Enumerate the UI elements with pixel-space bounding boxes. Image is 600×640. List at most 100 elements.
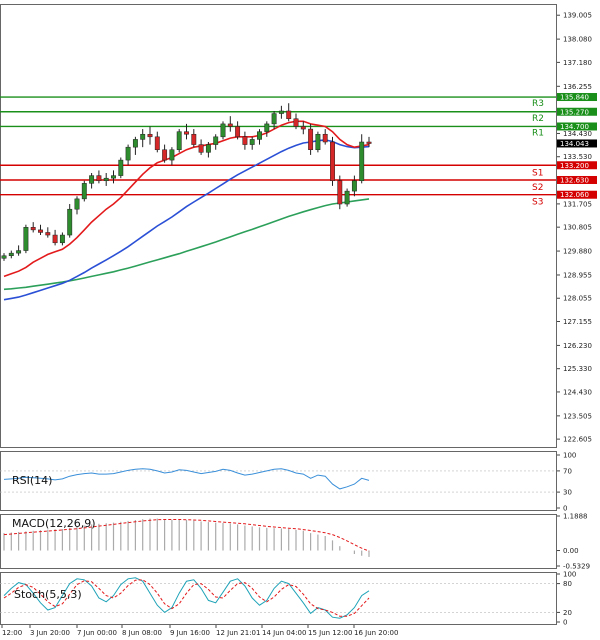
sub-tick-label: 0 [563, 505, 567, 513]
candle-body [89, 175, 95, 184]
candle-body [154, 136, 160, 150]
candle-body [30, 227, 36, 231]
candle-body [23, 227, 29, 251]
candle-body [351, 180, 357, 192]
rsi-label: RSI(14) [12, 474, 52, 487]
candle-body [38, 229, 43, 233]
candle-body [176, 131, 182, 150]
level-label-s2: S2 [532, 183, 543, 193]
candle-body [264, 123, 270, 132]
price-tick-label: 139.005 [563, 12, 592, 20]
ema-fast-line [3, 120, 370, 278]
level-tag-s2: 132.630 [560, 176, 589, 184]
sub-tick-label: 80 [563, 580, 572, 588]
price-tick-label: 134.430 [563, 130, 592, 138]
candle-body [220, 123, 226, 138]
candle-body [74, 198, 80, 210]
candle-body [366, 141, 372, 144]
price-tick-label: 131.705 [563, 200, 592, 208]
candle-body [16, 250, 22, 254]
price-panel-frame [0, 4, 557, 448]
macd-panel-frame [0, 514, 557, 569]
candle-body [147, 133, 153, 138]
stoch-panel-frame [0, 572, 557, 625]
candle-body [1, 255, 7, 259]
x-tick-label: 9 Jun 16:00 [170, 629, 210, 637]
candle-body [45, 232, 51, 236]
candle-body [118, 159, 124, 176]
candles [1, 103, 372, 261]
price-tick-label: 128.055 [563, 295, 592, 303]
candle-body [308, 128, 314, 150]
level-tag-bg [557, 161, 597, 170]
macd-label: MACD(12,26,9) [12, 517, 96, 530]
candle-body [191, 133, 197, 145]
sub-tick-label: 70 [563, 467, 572, 475]
level-tag-bg [557, 93, 597, 102]
sub-tick-label: 1.1888 [563, 513, 588, 521]
level-tag-r3: 135.840 [560, 94, 589, 102]
sub-tick-label: 30 [563, 489, 572, 497]
level-label-r3: R3 [532, 99, 544, 109]
candle-body [235, 126, 241, 138]
level-tag-s3: 132.060 [560, 191, 589, 199]
price-tick-label: 138.080 [563, 36, 592, 44]
level-label-s3: S3 [532, 198, 543, 208]
candle-body [249, 139, 255, 145]
candle-body [96, 175, 102, 182]
level-tag-bg [557, 190, 597, 199]
price-tick-label: 123.505 [563, 412, 592, 420]
candle-body [169, 149, 175, 161]
candle-body [59, 234, 65, 244]
candle-body [337, 180, 343, 205]
x-tick-label: 12:00 [2, 629, 22, 637]
stoch-label: Stoch(5,5,3) [14, 588, 82, 601]
candle-body [140, 133, 146, 140]
candle-body [322, 133, 328, 143]
candle-body [162, 149, 168, 161]
candle-body [132, 139, 138, 148]
candle-body [359, 141, 365, 182]
candle-body [293, 118, 299, 127]
candle-body [8, 252, 14, 256]
price-tick-label: 128.955 [563, 271, 592, 279]
x-tick-label: 16 Jun 20:00 [354, 629, 398, 637]
candle-body [315, 133, 321, 150]
level-tag-bg [557, 107, 597, 116]
candle-body [300, 126, 306, 130]
ema-slow-line [3, 198, 370, 291]
candle-body [103, 177, 109, 182]
sub-tick-label: 100 [563, 571, 576, 579]
macd-signal-line [3, 519, 370, 552]
candle-body [67, 208, 73, 236]
candle-body [344, 190, 350, 205]
sub-tick-label: 0.00 [563, 547, 579, 555]
x-tick-label: 7 Jun 00:00 [77, 629, 117, 637]
price-tick-label: 122.605 [563, 436, 592, 444]
candle-body [286, 110, 292, 119]
ema-mid-line [3, 139, 370, 301]
price-tick-label: 130.805 [563, 224, 592, 232]
level-tag-s1: 133.200 [560, 162, 589, 170]
candle-body [184, 131, 189, 135]
price-tick-label: 136.255 [563, 83, 592, 91]
candle-body [125, 146, 131, 161]
moving-averages [3, 120, 370, 301]
rsi-panel-frame [0, 451, 557, 511]
level-tag-bg [557, 122, 597, 131]
x-tick-label: 12 Jun 21:01 [216, 629, 260, 637]
x-axis: 12:00 3 Jun 20:00 7 Jun 00:00 8 Jun 08:00 9 … [1, 625, 398, 637]
level-label-s1: S1 [532, 168, 543, 178]
candle-body [330, 141, 335, 182]
price-tick-label: 137.180 [563, 59, 592, 67]
level-label-r2: R2 [532, 114, 544, 124]
level-tag-bg [557, 175, 597, 184]
candle-body [242, 136, 248, 145]
candle-body [271, 113, 277, 125]
candle-body [278, 110, 284, 114]
rsi-line [3, 468, 370, 490]
sub-tick-label: 20 [563, 609, 572, 617]
x-tick-label: 3 Jun 20:00 [30, 629, 70, 637]
